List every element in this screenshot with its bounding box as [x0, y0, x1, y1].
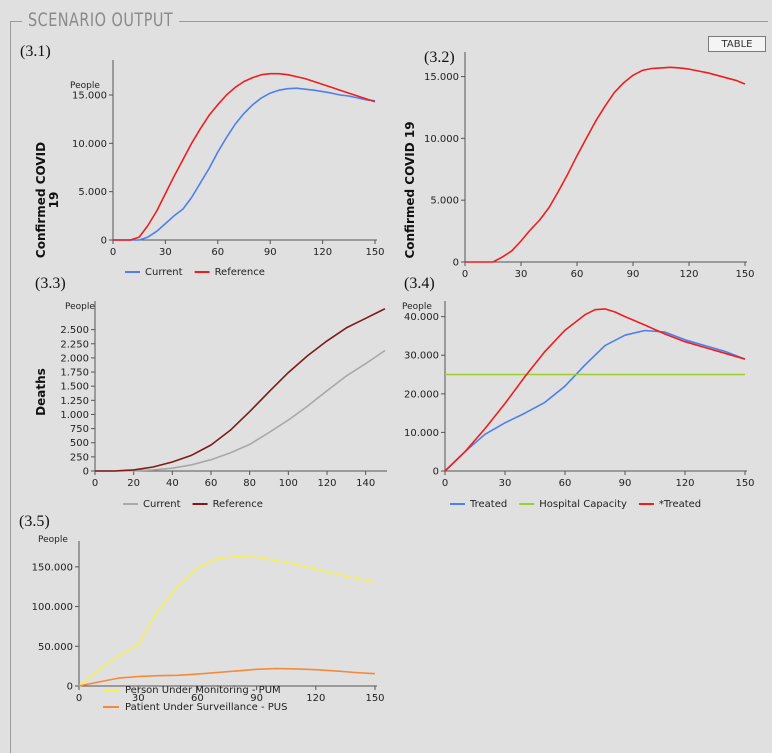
x-tick-label-3-5: 120 [306, 693, 325, 704]
y-tick-label-3-3: 2.000 [60, 353, 89, 364]
legend-label-3-5-1: Patient Under Surveillance - PUS [125, 702, 287, 713]
series-line-3-4-2 [444, 308, 746, 472]
x-tick-label-3-5: 90 [250, 693, 263, 704]
chart-label-3-1: (3.1) [20, 43, 51, 60]
unit-label-3-5: People [38, 535, 68, 545]
x-tick-label-3-3: 100 [279, 478, 298, 489]
unit-label-3-3: People [65, 302, 95, 312]
y-axis-title-3-2: Confirmed COVID 19 [403, 121, 417, 258]
y-tick-label-3-5: 0 [67, 682, 73, 693]
y-tick-label-3-1: 0 [101, 236, 107, 247]
y-tick-label-3-5: 150.000 [32, 562, 73, 573]
y-tick-label-3-4: 30.000 [404, 351, 439, 362]
unit-label-3-1: People [70, 81, 100, 91]
x-tick-label-3-2: 90 [627, 269, 640, 280]
y-tick-label-3-3: 1.000 [60, 410, 89, 421]
x-tick-label-3-1: 0 [110, 247, 116, 258]
x-tick-label-3-4: 30 [499, 478, 512, 489]
x-tick-label-3-1: 150 [365, 247, 384, 258]
y-tick-label-3-1: 5.000 [78, 187, 107, 198]
chart-label-3-5: (3.5) [19, 513, 50, 530]
x-tick-label-3-1: 30 [159, 247, 172, 258]
y-tick-label-3-3: 500 [70, 438, 89, 449]
legend-label-3-3-0: Current [143, 499, 181, 510]
series-line-3-1-1 [113, 72, 376, 241]
series-line-3-2-0 [465, 66, 746, 263]
series-line-3-5-1 [78, 667, 376, 687]
y-tick-label-3-3: 2.250 [60, 339, 89, 350]
x-tick-label-3-5: 0 [76, 693, 82, 704]
y-tick-label-3-4: 40.000 [404, 312, 439, 323]
x-tick-label-3-1: 120 [313, 247, 332, 258]
y-tick-label-3-4: 0 [433, 467, 439, 478]
legend-label-3-4-2: *Treated [659, 499, 701, 510]
y-tick-label-3-5: 50.000 [38, 642, 73, 653]
x-tick-label-3-4: 90 [619, 478, 632, 489]
series-line-3-1-0 [113, 87, 376, 241]
y-tick-label-3-1: 10.000 [72, 139, 107, 150]
y-tick-label-3-3: 1.750 [60, 368, 89, 379]
x-tick-label-3-2: 60 [571, 269, 584, 280]
legend-label-3-5-0: Person Under Monitoring - PUM [125, 685, 281, 696]
x-tick-label-3-5: 30 [132, 693, 145, 704]
y-tick-label-3-2: 10.000 [424, 134, 459, 145]
unit-label-3-4: People [402, 302, 432, 312]
y-tick-label-3-1: 15.000 [72, 91, 107, 102]
x-tick-label-3-2: 0 [462, 269, 468, 280]
y-tick-label-3-3: 1.250 [60, 396, 89, 407]
frame-border-top [10, 21, 768, 22]
x-tick-label-3-3: 60 [205, 478, 218, 489]
legend-label-3-3-1: Reference [213, 499, 263, 510]
chart-label-3-2: (3.2) [424, 49, 455, 66]
y-tick-label-3-2: 0 [453, 258, 459, 269]
x-tick-label-3-1: 90 [264, 247, 277, 258]
frame-border-left [10, 21, 11, 753]
panel-title: SCENARIO OUTPUT [22, 8, 180, 31]
x-tick-label-3-5: 150 [365, 693, 384, 704]
y-tick-label-3-3: 250 [70, 452, 89, 463]
series-line-3-5-0 [78, 555, 376, 687]
y-axis-title-3-1: Confirmed COVID [34, 142, 48, 258]
y-tick-label-3-4: 10.000 [404, 428, 439, 439]
y-tick-label-3-3: 750 [70, 424, 89, 435]
legend-label-3-1-1: Reference [215, 267, 265, 278]
legend-label-3-1-0: Current [145, 267, 183, 278]
legend-label-3-4-1: Hospital Capacity [539, 499, 627, 510]
x-tick-label-3-3: 80 [243, 478, 256, 489]
x-tick-label-3-2: 120 [679, 269, 698, 280]
table-button[interactable]: TABLE [708, 36, 766, 52]
y-tick-label-3-3: 1.500 [60, 382, 89, 393]
y-tick-label-3-3: 0 [83, 467, 89, 478]
x-tick-label-3-1: 60 [211, 247, 224, 258]
x-tick-label-3-5: 60 [191, 693, 204, 704]
chart-label-3-3: (3.3) [35, 275, 66, 292]
x-tick-label-3-3: 120 [317, 478, 336, 489]
x-tick-label-3-2: 150 [735, 269, 754, 280]
x-tick-label-3-4: 0 [442, 478, 448, 489]
x-tick-label-3-4: 60 [559, 478, 572, 489]
y-tick-label-3-2: 5.000 [430, 196, 459, 207]
series-line-3-3-0 [95, 349, 386, 472]
y-axis-title-3-3: Deaths [34, 368, 48, 416]
x-tick-label-3-2: 30 [515, 269, 528, 280]
y-axis-title-line2-3-1: 19 [47, 192, 61, 209]
chart-label-3-4: (3.4) [404, 275, 435, 292]
x-tick-label-3-4: 150 [735, 478, 754, 489]
series-line-3-3-1 [95, 307, 386, 472]
series-line-3-4-0 [444, 329, 746, 472]
y-tick-label-3-5: 100.000 [32, 602, 73, 613]
x-tick-label-3-4: 120 [675, 478, 694, 489]
legend-label-3-4-0: Treated [469, 499, 507, 510]
x-tick-label-3-3: 20 [127, 478, 140, 489]
x-tick-label-3-3: 40 [166, 478, 179, 489]
y-tick-label-3-3: 2.500 [60, 325, 89, 336]
x-tick-label-3-3: 0 [92, 478, 98, 489]
y-tick-label-3-4: 20.000 [404, 389, 439, 400]
y-tick-label-3-2: 15.000 [424, 72, 459, 83]
x-tick-label-3-3: 140 [356, 478, 375, 489]
